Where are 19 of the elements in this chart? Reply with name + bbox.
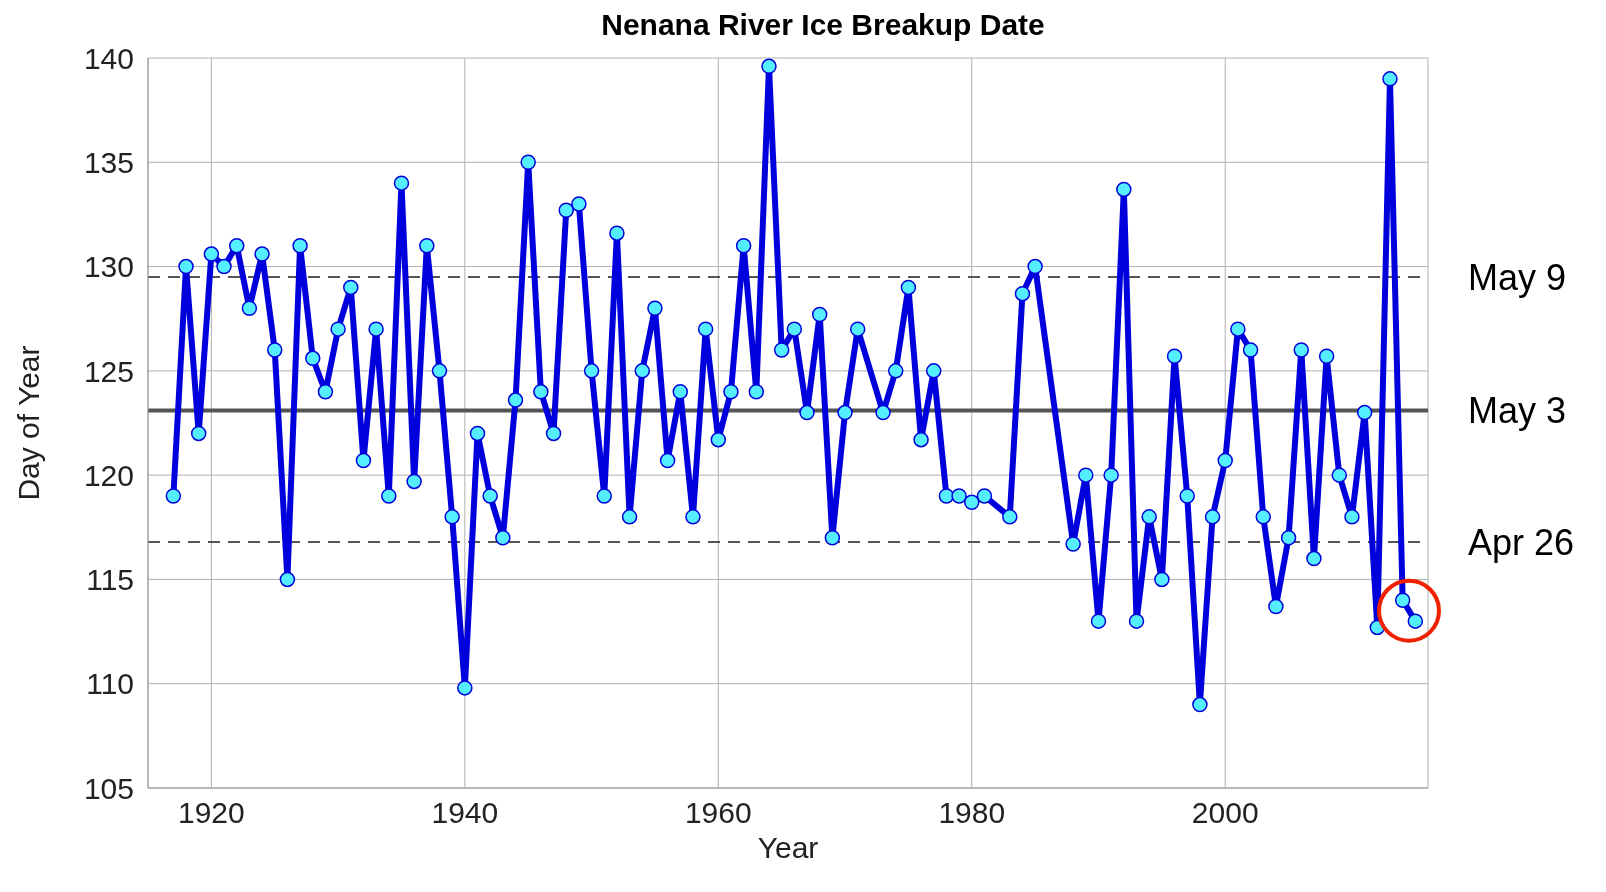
x-tick-label: 1980: [938, 796, 1006, 830]
ref-line-label: May 3: [1468, 390, 1567, 432]
ref-line-label: Apr 26: [1468, 521, 1575, 563]
y-axis-title: Day of Year: [11, 345, 45, 501]
y-tick-label: 135: [83, 145, 134, 179]
x-tick-label: 1920: [177, 796, 245, 830]
x-tick-label: 1960: [684, 796, 752, 830]
y-tick-label: 140: [83, 41, 134, 75]
y-tick-label: 125: [83, 354, 134, 388]
x-axis-title: Year: [757, 831, 819, 864]
ref-line-label: May 9: [1468, 256, 1567, 298]
chart-title: Nenana River Ice Breakup Date: [601, 8, 1045, 41]
y-tick-label: 120: [83, 458, 134, 492]
y-tick-label: 130: [83, 250, 134, 284]
y-tick-label: 105: [83, 771, 134, 805]
y-tick-label: 115: [86, 563, 134, 597]
y-tick-label: 110: [86, 667, 134, 701]
x-tick-label: 2000: [1191, 796, 1259, 830]
x-tick-label: 1940: [431, 796, 499, 830]
